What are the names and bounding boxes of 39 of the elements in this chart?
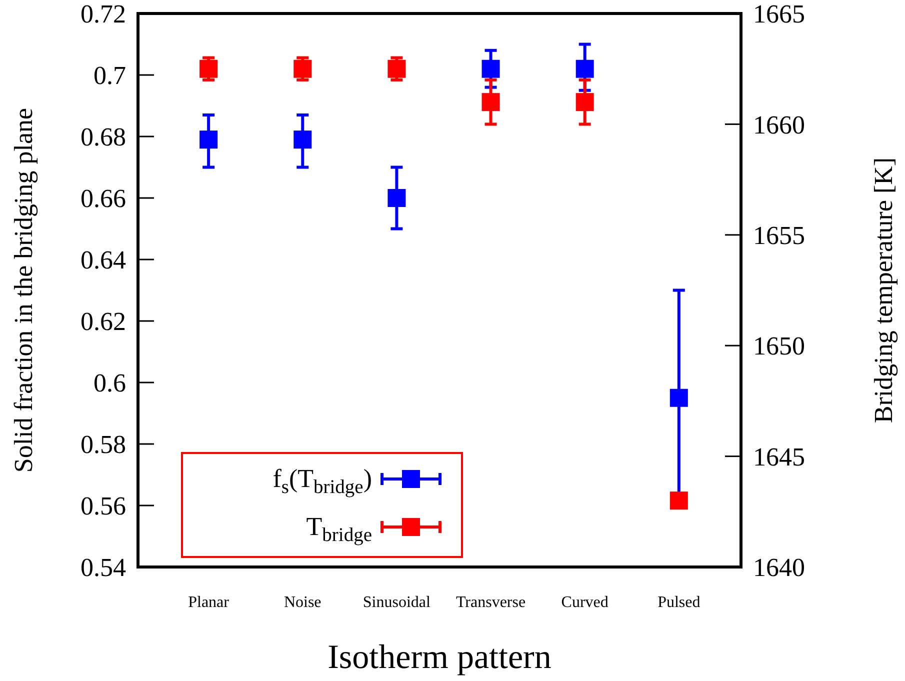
y-tick-label: 0.7 [94, 61, 126, 90]
point [576, 93, 594, 112]
y2-tick-label: 1660 [753, 110, 805, 140]
y2-tick-label: 1645 [753, 442, 805, 472]
point [670, 388, 688, 407]
y-tick-label: 0.64 [80, 246, 126, 275]
point [294, 130, 312, 149]
x-tick-label: Transverse [456, 594, 526, 611]
y-tick-label: 0.62 [80, 307, 126, 336]
y2-tick-label: 1655 [753, 221, 805, 250]
point [482, 93, 500, 112]
y-tick-label: 0.68 [80, 122, 126, 152]
legend-label: f$_{s}$(T$_{bridge}$) [272, 464, 372, 498]
y2-tick-label: 1650 [753, 332, 805, 361]
legend-label: T$_{bridge}$ [306, 512, 372, 546]
x-tick-label: Noise [284, 594, 322, 611]
point [200, 130, 218, 149]
y-tick-label: 0.54 [80, 553, 126, 582]
x-axis-title: Isotherm pattern [328, 639, 552, 676]
point [294, 60, 312, 78]
point [576, 60, 594, 78]
x-tick-label: Planar [188, 594, 230, 611]
x-tick-label: Pulsed [658, 594, 700, 611]
y-tick-label: 0.66 [80, 184, 126, 214]
y2-tick-label: 1640 [753, 553, 805, 582]
y-tick-label: 0.58 [80, 430, 126, 460]
y-tick-label: 0.56 [80, 492, 126, 521]
point [388, 60, 406, 78]
y-tick-label: 0.72 [80, 0, 126, 29]
point [670, 492, 688, 510]
point [200, 60, 218, 78]
x-tick-label: Sinusoidal [362, 594, 432, 611]
y2-tick-label: 1665 [753, 0, 805, 29]
y-axis-title: Solid fraction in the bridging plane [9, 108, 38, 473]
y2-axis-title: Bridging temperature [K] [869, 157, 898, 424]
point [388, 189, 406, 207]
point [482, 60, 500, 78]
y-tick-label: 0.6 [94, 368, 126, 398]
x-tick-label: Curved [561, 594, 608, 611]
